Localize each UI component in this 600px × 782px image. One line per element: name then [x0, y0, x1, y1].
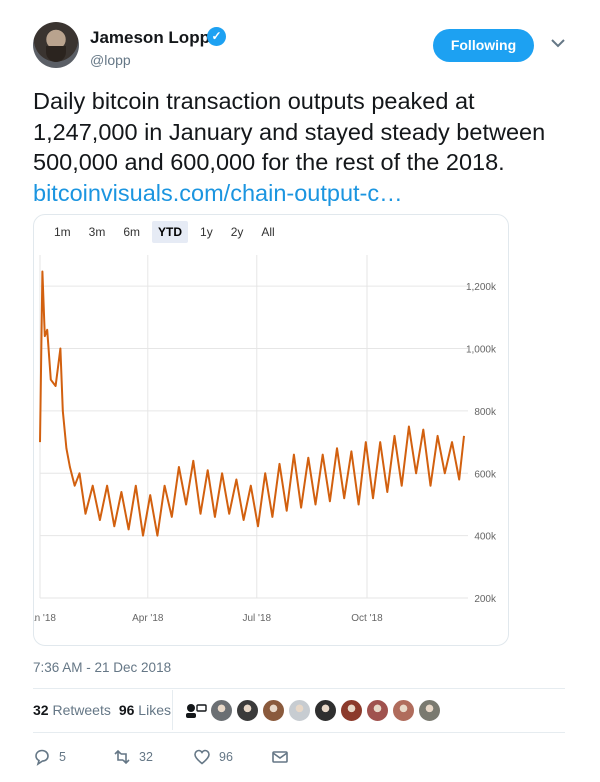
y-tick-label: 400k	[474, 532, 497, 543]
reply-icon	[35, 749, 49, 766]
like-count: 96	[219, 750, 233, 764]
x-tick-label: Oct '18	[351, 613, 383, 624]
x-tick-label: Jul '18	[242, 613, 271, 624]
range-selector: 1m 3m 6m YTD 1y 2y All	[48, 221, 281, 245]
liker-avatar[interactable]	[236, 699, 259, 722]
divider	[33, 688, 565, 689]
tweet-timestamp[interactable]: 7:36 AM - 21 Dec 2018	[33, 660, 172, 675]
tweet-body: Daily bitcoin transaction outputs peaked…	[33, 88, 546, 175]
line-chart: 200k 400k 600k 800k 1,000k 1,200k Jan '18 Apr '…	[34, 255, 497, 624]
liker-avatar[interactable]	[288, 699, 311, 722]
tweet-link[interactable]: bitcoinvisuals.com/chain-output-c…	[33, 179, 403, 206]
divider	[33, 732, 565, 733]
liker-avatars	[185, 699, 441, 722]
likes-count: 96	[118, 702, 135, 718]
liked-by-icon	[186, 703, 207, 718]
reply-count: 5	[59, 750, 66, 764]
series-line-daily-outputs	[39, 270, 465, 537]
reply-action[interactable]: 5	[33, 748, 113, 766]
range-button-ytd[interactable]: YTD	[152, 221, 189, 243]
x-tick-label: Jan '18	[34, 613, 56, 624]
x-tick-label: Apr '18	[132, 613, 164, 624]
stats-separator	[172, 690, 173, 730]
range-button-all[interactable]: All	[261, 225, 275, 239]
liker-avatar[interactable]	[262, 699, 285, 722]
retweets-count: 32	[33, 702, 49, 718]
liker-avatar[interactable]	[392, 699, 415, 722]
message-action[interactable]	[271, 748, 289, 766]
likes-label: Likes	[138, 702, 171, 718]
retweets-label: Retweets	[52, 702, 111, 718]
user-handle[interactable]: @lopp	[90, 52, 131, 68]
liker-avatar[interactable]	[418, 699, 441, 722]
range-button-2y[interactable]: 2y	[230, 225, 244, 239]
liker-avatar[interactable]	[340, 699, 363, 722]
range-button-1m[interactable]: 1m	[54, 225, 71, 239]
tweet-text: Daily bitcoin transaction outputs peaked…	[33, 86, 578, 208]
y-tick-label: 200k	[474, 594, 497, 605]
heart-icon	[194, 749, 210, 765]
likes-stat[interactable]: 96 Likes	[119, 702, 171, 718]
chart-card: 200k 400k 600k 800k 1,000k 1,200k Jan '18 Apr '…	[33, 214, 509, 646]
retweets-stat[interactable]: 32 Retweets	[33, 702, 111, 718]
retweet-count: 32	[139, 750, 153, 764]
y-tick-label: 800k	[474, 407, 497, 418]
user-name[interactable]: Jameson Lopp	[90, 28, 210, 47]
engagement-stats: 32 Retweets 96 Likes	[33, 702, 171, 718]
following-button[interactable]: Following	[433, 29, 534, 62]
liker-avatar[interactable]	[210, 699, 233, 722]
tweet-header: Jameson Lopp ✓ @lopp Following	[33, 22, 573, 74]
y-tick-label: 600k	[474, 469, 497, 480]
range-button-1y[interactable]: 1y	[200, 225, 213, 239]
like-action[interactable]: 96	[193, 748, 271, 766]
retweet-icon	[114, 749, 130, 765]
range-button-3m[interactable]: 3m	[88, 225, 106, 239]
envelope-icon	[272, 751, 288, 763]
liker-avatar[interactable]	[366, 699, 389, 722]
y-tick-label: 1,000k	[466, 345, 497, 356]
chevron-down-icon[interactable]	[549, 34, 567, 52]
retweet-action[interactable]: 32	[113, 748, 193, 766]
liker-avatar[interactable]	[314, 699, 337, 722]
range-button-6m[interactable]: 6m	[123, 225, 141, 239]
action-bar: 5 32 96	[33, 746, 289, 768]
y-tick-label: 1,200k	[466, 282, 497, 293]
verified-badge-icon: ✓	[207, 27, 226, 46]
user-avatar[interactable]	[33, 22, 79, 68]
